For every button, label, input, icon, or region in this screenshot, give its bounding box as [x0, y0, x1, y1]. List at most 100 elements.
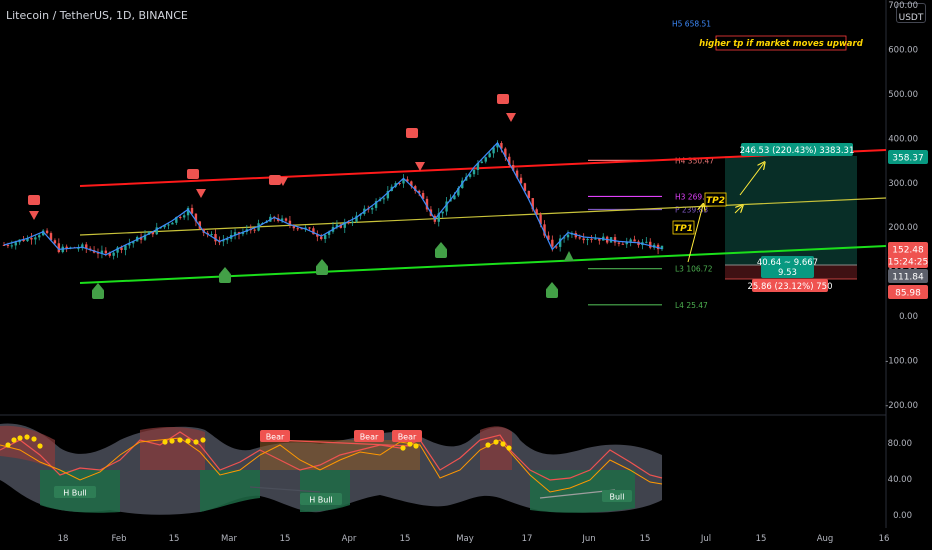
- time-tick-label: Feb: [111, 534, 126, 544]
- candle: [53, 238, 57, 246]
- price-axis[interactable]: 700.00600.00500.00400.00300.00200.00100.…: [885, 1, 918, 411]
- svg-text:H Bull: H Bull: [63, 489, 87, 498]
- candle: [468, 173, 472, 179]
- candle: [171, 221, 174, 225]
- entry-label-1: 40.64 ~ 9.667: [757, 258, 818, 268]
- candle: [343, 218, 346, 233]
- price-tick-label: 400.00: [888, 134, 918, 144]
- candle: [100, 245, 104, 259]
- osc-signal-label: Bear: [260, 430, 290, 442]
- osc-bull-divergence: [249, 486, 321, 493]
- svg-text:358.37: 358.37: [892, 154, 924, 164]
- osc-dot: [506, 445, 512, 451]
- candle: [625, 237, 628, 248]
- candle: [582, 233, 585, 244]
- price-label: 15:24:25: [888, 254, 928, 268]
- candle: [425, 196, 429, 212]
- candle: [531, 198, 534, 212]
- oscillator-axis[interactable]: 80.00 40.00 0.00: [888, 439, 912, 521]
- tp1-label: TP1: [674, 224, 693, 234]
- tp-arrows: [687, 163, 764, 263]
- osc-line-orange: [0, 437, 663, 493]
- osc-dot: [17, 435, 23, 441]
- candle: [472, 168, 476, 177]
- price-tick-label: 200.00: [888, 223, 918, 233]
- osc-signal-label: Bull: [602, 490, 632, 502]
- osc-dot: [500, 441, 506, 447]
- candle: [38, 233, 41, 241]
- candle: [81, 242, 84, 251]
- candle: [132, 240, 135, 248]
- osc-bear-zone: [480, 426, 512, 470]
- pivot-level-label: H4 350.47: [675, 156, 714, 165]
- candle: [382, 196, 386, 204]
- osc-dot: [485, 442, 491, 448]
- candle: [543, 220, 546, 238]
- candle: [374, 198, 378, 211]
- osc-bull-zone: [530, 470, 635, 513]
- buy-signal-icon: [219, 267, 231, 283]
- time-tick-label: 15: [280, 534, 291, 544]
- stop-label: 25.86 (23.12%) 750: [747, 282, 832, 292]
- time-tick-label: 18: [58, 534, 69, 544]
- candle: [645, 237, 648, 244]
- time-tick-label: Apr: [342, 534, 357, 544]
- candle: [570, 231, 574, 238]
- profit-zone[interactable]: [725, 156, 857, 265]
- candle: [10, 240, 14, 249]
- buy-signal-icon: [564, 251, 574, 261]
- candlesticks: [2, 140, 664, 260]
- osc-dot: [5, 442, 11, 448]
- osc-tick-label: 80.00: [888, 439, 912, 449]
- support-trendline[interactable]: [79, 245, 887, 284]
- pivot-level-label: L4 25.47: [675, 301, 708, 310]
- candle: [410, 180, 413, 189]
- candle: [30, 232, 33, 245]
- candle: [386, 186, 390, 201]
- midline-trendline[interactable]: [79, 197, 887, 236]
- price-tick-label: 300.00: [888, 179, 918, 189]
- candle: [222, 234, 225, 247]
- buy-signal-icon: [316, 259, 328, 275]
- sell-signal-icon: [497, 94, 516, 122]
- time-tick-label: Aug: [817, 534, 834, 544]
- candle: [284, 217, 288, 223]
- pivot-level-label: P 239.83: [675, 206, 708, 215]
- candle: [41, 229, 45, 237]
- buy-signal-icon: [435, 242, 447, 258]
- svg-text:15:24:25: 15:24:25: [888, 258, 928, 268]
- candle: [656, 243, 660, 255]
- time-axis[interactable]: 18 Feb 15 Mar 15 Apr 15 May 17 Jun 15 Jul 15 Aug 16: [58, 534, 890, 544]
- tp2-label: TP2: [706, 196, 725, 206]
- time-tick-label: 15: [169, 534, 180, 544]
- osc-dot: [24, 434, 30, 440]
- currency-bottom: USDT: [898, 13, 924, 23]
- annotation-higher-tp[interactable]: higher tp if market moves upward: [699, 35, 864, 51]
- entry-label-2: 9.53: [778, 268, 797, 278]
- annotation-tp2[interactable]: TP2: [704, 192, 727, 207]
- candle: [273, 215, 276, 222]
- osc-dot: [413, 443, 419, 449]
- position-tool[interactable]: [725, 156, 857, 280]
- candle: [92, 246, 96, 254]
- candle: [45, 228, 49, 235]
- osc-labels: Bear Bear Bear H Bull H Bull Bull: [54, 430, 632, 505]
- currency-badge[interactable]: USDT: [896, 3, 926, 23]
- candle: [214, 229, 217, 245]
- candle: [508, 153, 511, 168]
- svg-text:85.98: 85.98: [895, 289, 921, 299]
- price-tick-label: -200.00: [885, 401, 918, 411]
- candle: [445, 196, 448, 216]
- time-tick-label: Jun: [581, 534, 595, 544]
- candle: [112, 250, 115, 260]
- svg-text:Bull: Bull: [609, 493, 624, 502]
- annotation-tp1[interactable]: TP1: [672, 220, 695, 235]
- price-tick-label: -100.00: [885, 357, 918, 367]
- candle: [139, 233, 143, 244]
- osc-signal-label: H Bull: [300, 493, 342, 505]
- osc-dot: [177, 437, 183, 443]
- zigzag-line: [3, 141, 663, 256]
- sell-signal-icon: [187, 169, 206, 198]
- candle: [49, 231, 53, 242]
